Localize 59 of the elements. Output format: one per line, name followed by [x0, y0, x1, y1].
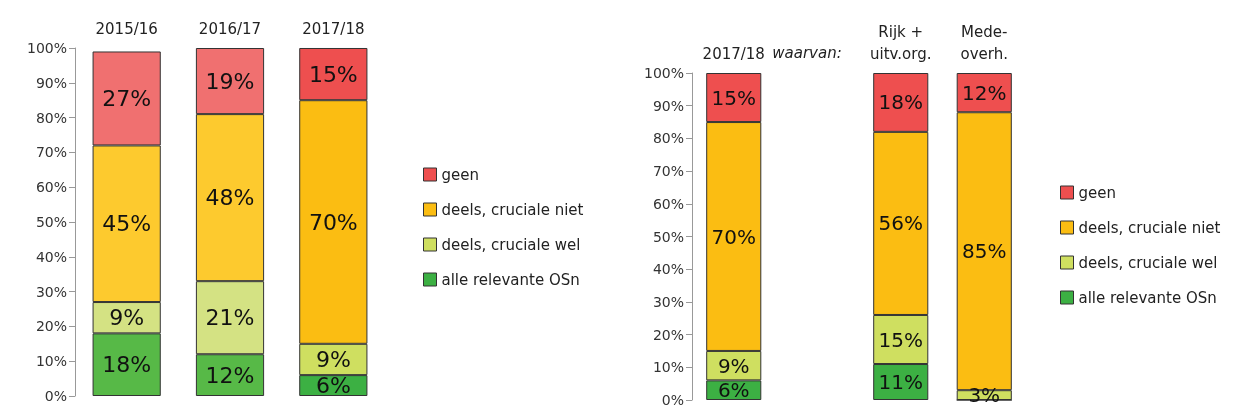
x-tick-label: 2017/18	[302, 20, 365, 38]
x-tick-label: 2016/17	[198, 20, 262, 38]
y-tick-label: 60%	[652, 195, 684, 212]
data-label: 15%	[878, 327, 923, 352]
data-label: 19%	[205, 68, 255, 94]
y-tick-label: 40%	[35, 248, 67, 265]
data-label: 12%	[205, 362, 255, 388]
legend-label: deels, cruciale wel	[441, 235, 581, 254]
y-tick-label: 0%	[44, 388, 67, 404]
y-tick-label: 30%	[35, 283, 67, 300]
y-tick-label: 0%	[661, 392, 684, 408]
y-tick-label: 70%	[652, 163, 684, 180]
data-label: 9%	[717, 353, 750, 378]
legend-label: alle relevante OSn	[1078, 288, 1217, 307]
legend-label: geen	[441, 165, 479, 184]
y-tick-label: 20%	[35, 318, 67, 335]
y-tick-label: 90%	[652, 97, 684, 114]
x-tick-label: Rijk + uitv.org.	[870, 23, 932, 63]
data-label: 85%	[962, 239, 1007, 264]
y-tick-label: 80%	[35, 109, 67, 126]
data-label: 70%	[711, 224, 756, 249]
y-tick-label: 10%	[652, 359, 684, 376]
y-tick-label: 50%	[35, 214, 67, 230]
legend-label: deels, cruciale niet	[1078, 218, 1221, 237]
data-label: 45%	[102, 211, 152, 237]
x-tick-label: 2017/18	[702, 45, 765, 63]
y-tick-label: 50%	[652, 228, 684, 245]
y-tick-label: 30%	[652, 293, 684, 310]
data-label: 6%	[315, 373, 351, 399]
data-label: 18%	[102, 352, 152, 378]
data-label: 27%	[102, 85, 152, 111]
data-label: 70%	[308, 209, 358, 235]
legend-label: alle relevante OSn	[441, 270, 580, 289]
legend-label: deels, cruciale wel	[1078, 253, 1218, 272]
y-tick-label: 100%	[643, 65, 684, 81]
data-label: 15%	[711, 85, 756, 110]
data-label: 12%	[962, 80, 1007, 105]
legend-label: geen	[1078, 183, 1116, 202]
data-label: 11%	[878, 370, 923, 395]
legend-label: deels, cruciale niet	[441, 200, 584, 219]
x-tick-label: Mede- overh.	[960, 23, 1008, 63]
y-tick-label: 90%	[35, 74, 67, 91]
data-label: 21%	[205, 305, 255, 331]
text: waarvan:	[772, 43, 842, 62]
y-tick-label: 40%	[652, 261, 684, 278]
y-tick-label: 80%	[652, 130, 684, 147]
data-label: 18%	[878, 90, 923, 115]
data-label: 15%	[308, 61, 358, 87]
data-label: 56%	[878, 211, 923, 236]
data-label: 9%	[315, 346, 351, 372]
y-tick-label: 20%	[652, 326, 684, 343]
y-tick-label: 70%	[35, 144, 67, 161]
data-label: 6%	[717, 378, 750, 403]
y-tick-label: 100%	[26, 40, 67, 56]
y-tick-label: 10%	[35, 353, 67, 370]
data-label: 48%	[205, 185, 255, 211]
x-tick-label: 2015/16	[95, 20, 158, 38]
data-label: 9%	[109, 305, 145, 331]
y-tick-label: 60%	[35, 179, 67, 196]
